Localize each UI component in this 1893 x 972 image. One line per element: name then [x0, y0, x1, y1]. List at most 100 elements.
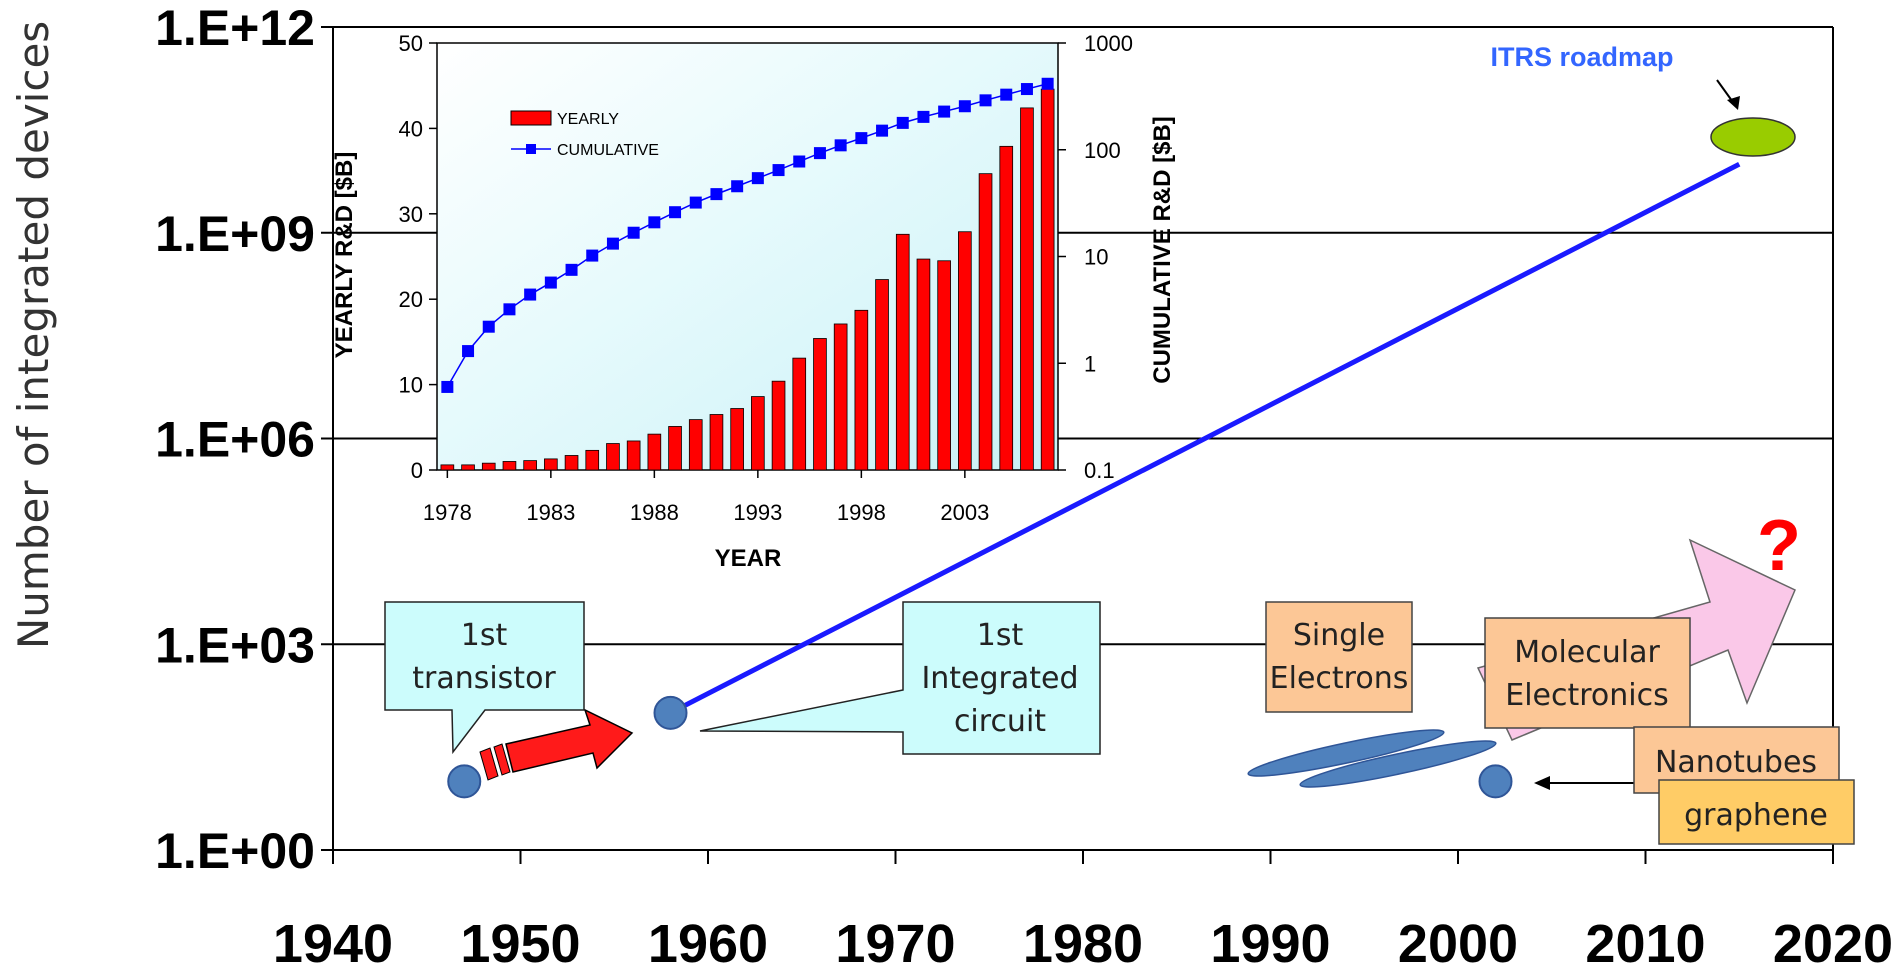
nanotube-pointer-head — [1534, 776, 1550, 790]
cumulative-marker — [834, 139, 847, 152]
inset-y-tick-label: 30 — [399, 202, 423, 227]
inset-x-tick-labels: 1978 1983 1988 1993 1998 2003 — [423, 500, 989, 525]
callout-label-transistor: 1st transistor — [412, 618, 556, 696]
inset-y2-tick-label: 1 — [1084, 351, 1096, 376]
cumulative-marker — [648, 216, 661, 229]
yearly-bar — [1020, 107, 1034, 471]
yearly-bar — [771, 380, 786, 471]
label-molecular-electronics: Molecular Electronics — [1505, 635, 1669, 713]
cumulative-marker — [544, 276, 557, 289]
inset-y-tick-label: 50 — [399, 31, 423, 56]
main-y-tick-label: 1.E+00 — [155, 823, 315, 879]
question-mark: ? — [1757, 506, 1801, 586]
itrs-roadmap-label: ITRS roadmap — [1490, 42, 1673, 72]
main-x-tick-label: 1970 — [835, 914, 955, 972]
cumulative-marker — [627, 226, 640, 239]
arrow-body — [505, 708, 634, 773]
box-molecular-electronics: Molecular Electronics — [1484, 617, 1691, 729]
label-nanotubes: Nanotubes — [1655, 745, 1817, 780]
cumulative-marker — [1000, 88, 1013, 101]
inset-x-title: YEAR — [715, 545, 782, 572]
yearly-bar — [606, 443, 620, 471]
milestone-marker — [447, 764, 482, 799]
box-single-electrons: Single Electrons — [1265, 601, 1413, 713]
yearly-bar — [792, 357, 807, 471]
yearly-bar — [461, 464, 475, 471]
yearly-bar — [730, 408, 744, 471]
inset-y-tick-label: 40 — [399, 116, 423, 141]
cumulative-marker — [896, 116, 909, 129]
yearly-bar — [502, 461, 517, 471]
legend-swatch-yearly — [510, 110, 552, 126]
yearly-bar — [813, 338, 827, 471]
main-x-tick-labels: 1940 1950 1960 1970 1980 1990 2000 2010 2020 — [273, 914, 1893, 972]
main-y-tick-label: 1.E+12 — [155, 0, 315, 56]
single-electron-ellipse-2 — [1299, 740, 1497, 788]
main-x-tick-label: 1980 — [1023, 914, 1143, 972]
cumulative-marker — [917, 110, 930, 123]
single-electron-ellipse-1 — [1247, 729, 1445, 777]
yearly-bar — [709, 414, 724, 471]
yearly-bar — [958, 231, 972, 471]
yearly-bar — [626, 440, 641, 471]
yearly-bar — [1040, 88, 1055, 471]
callout-label-ic: 1st Integrated circuit — [921, 618, 1078, 739]
cumulative-marker — [958, 100, 971, 113]
cumulative-marker — [772, 164, 785, 177]
cumulative-marker — [710, 188, 723, 201]
inset-y-title: YEARLY R&D [$B] — [331, 152, 358, 359]
yearly-bar — [564, 455, 579, 471]
inset-x-tick-label: 1993 — [733, 500, 782, 525]
inset-y-tick-label: 10 — [399, 373, 423, 398]
legend-label-yearly: YEARLY — [557, 111, 619, 128]
cumulative-marker — [565, 263, 578, 276]
box-graphene: graphene — [1658, 779, 1855, 845]
yearly-bar — [523, 460, 537, 471]
cumulative-marker — [441, 380, 454, 393]
yearly-bar — [999, 145, 1014, 471]
callout-shape-ic — [699, 601, 1101, 755]
yearly-bar — [751, 396, 765, 471]
main-x-tick-label: 2000 — [1398, 914, 1518, 972]
itrs-pointer-head — [1727, 96, 1740, 110]
main-x-tick-label: 1950 — [460, 914, 580, 972]
yearly-bar — [668, 426, 682, 471]
cumulative-marker — [751, 172, 764, 185]
cumulative-marker — [1020, 83, 1033, 96]
callout-first-ic: 1st Integrated circuit — [699, 601, 1101, 755]
yearly-bar — [978, 173, 993, 471]
itrs-roadmap-line — [669, 161, 1741, 716]
main-y-tick-label: 1.E+03 — [155, 617, 315, 673]
cumulative-marker — [855, 132, 868, 145]
yearly-bar — [688, 419, 703, 471]
arrow-stripe-1 — [479, 747, 499, 781]
yearly-bar — [833, 323, 848, 471]
cumulative-markers — [441, 77, 1054, 393]
cumulative-marker — [503, 303, 516, 316]
cumulative-marker — [482, 320, 495, 333]
callout-first-transistor: 1st transistor — [384, 601, 585, 755]
main-y-tick-label: 1.E+09 — [155, 206, 315, 262]
yearly-bar — [895, 233, 910, 471]
cumulative-marker — [524, 288, 537, 301]
yearly-bar — [916, 258, 931, 471]
yearly-bar — [544, 458, 558, 471]
yearly-bar — [481, 462, 496, 471]
transistor-arrow — [479, 708, 634, 781]
legend-label-cumulative: CUMULATIVE — [557, 142, 659, 159]
y-axis-title: Number of integrated devices — [9, 21, 58, 649]
inset-y2-title: CUMULATIVE R&D [$B] — [1149, 116, 1176, 384]
main-x-tick-label: 1940 — [273, 914, 393, 972]
inset-y2-tick-label: 10 — [1084, 245, 1108, 270]
inset-left-tick-labels: 0 10 20 30 40 50 — [399, 31, 423, 483]
yearly-bar — [854, 309, 869, 471]
milestone-markers — [447, 695, 1513, 799]
main-axes — [321, 26, 1834, 864]
main-x-tick-label: 2010 — [1585, 914, 1705, 972]
inset-x-tick-label: 1988 — [630, 500, 679, 525]
inset-x-tick-label: 1983 — [526, 500, 575, 525]
cumulative-marker — [689, 196, 702, 209]
cumulative-marker — [462, 345, 475, 358]
